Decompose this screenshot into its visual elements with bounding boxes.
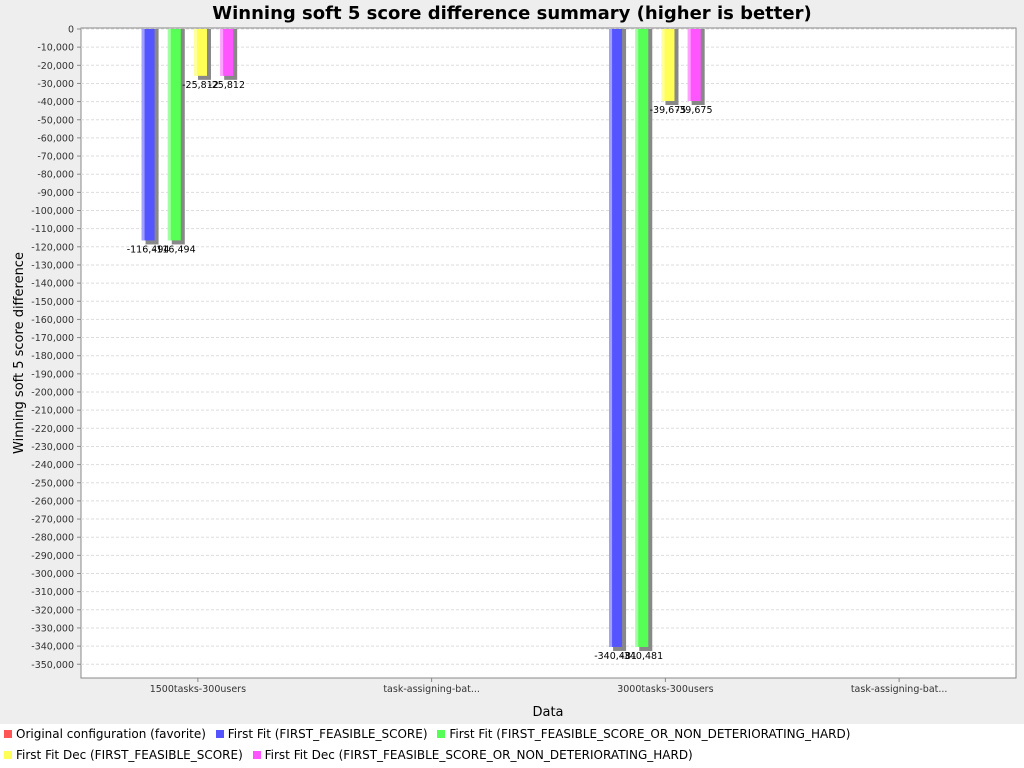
data-label: -25,812: [182, 80, 219, 91]
x-axis-label: Data: [532, 705, 563, 720]
bar-chart: Winning soft 5 score difference summary …: [12, 3, 1017, 720]
bar-highlight: [193, 29, 197, 76]
y-tick-label: -220,000: [31, 424, 74, 435]
bar: [220, 29, 234, 76]
legend-swatch: [4, 751, 12, 759]
chart-legend: Original configuration (favorite) First …: [0, 724, 1024, 768]
legend-item-first-fit-non-deteriorating: First Fit (FIRST_FEASIBLE_SCORE_OR_NON_D…: [437, 727, 850, 741]
legend-swatch: [4, 730, 12, 738]
bar: [609, 29, 623, 647]
y-tick-label: -120,000: [31, 242, 74, 253]
bar: [687, 29, 701, 102]
y-tick-label: -160,000: [31, 315, 74, 326]
y-tick-label: -350,000: [31, 660, 74, 671]
legend-item-original: Original configuration (favorite): [4, 727, 206, 741]
y-tick-label: -310,000: [31, 587, 74, 598]
y-tick-label: -190,000: [31, 369, 74, 380]
y-tick-label: -50,000: [37, 115, 74, 126]
legend-label: First Fit (FIRST_FEASIBLE_SCORE): [227, 727, 428, 741]
y-tick-label: -180,000: [31, 351, 74, 362]
bar-highlight: [609, 29, 613, 647]
x-axis: 1500tasks-300users task-assigning-bat... 3…: [150, 678, 948, 695]
x-tick-label: task-assigning-bat...: [851, 684, 948, 695]
y-axis: 0 -10,000 -20,000 -30,000 -40,000 -50,000 -60,…: [31, 25, 81, 671]
chart-title: Winning soft 5 score difference summary …: [212, 3, 811, 24]
y-tick-label: -20,000: [37, 61, 74, 72]
x-tick-label: task-assigning-bat...: [383, 684, 480, 695]
y-tick-label: -280,000: [31, 533, 74, 544]
grid-layer: [81, 28, 1016, 665]
y-tick-label: -60,000: [37, 133, 74, 144]
bar-highlight: [661, 29, 665, 102]
y-tick-label: -110,000: [31, 224, 74, 235]
y-tick-label: -320,000: [31, 605, 74, 616]
legend-label: First Fit (FIRST_FEASIBLE_SCORE_OR_NON_D…: [449, 727, 851, 741]
data-label-layer: -116,494-340,481-116,494-340,481-25,812-…: [127, 80, 713, 662]
y-tick-label: -70,000: [37, 152, 74, 163]
data-label: -39,675: [676, 105, 713, 116]
y-tick-label: -150,000: [31, 297, 74, 308]
y-tick-label: -10,000: [37, 43, 74, 54]
y-tick-label: -210,000: [31, 406, 74, 417]
bar-highlight: [220, 29, 224, 76]
y-tick-label: -330,000: [31, 623, 74, 634]
y-tick-label: -260,000: [31, 496, 74, 507]
y-tick-label: -80,000: [37, 170, 74, 181]
x-tick-label: 3000tasks-300users: [617, 684, 713, 695]
legend-swatch: [437, 730, 446, 738]
y-tick-label: -270,000: [31, 515, 74, 526]
bar-highlight: [635, 29, 639, 647]
plot-area: [80, 27, 1017, 679]
data-label: -39,675: [650, 105, 687, 116]
y-tick-label: -290,000: [31, 551, 74, 562]
legend-item-first-fit-dec-non-deteriorating: First Fit Dec (FIRST_FEASIBLE_SCORE_OR_N…: [252, 748, 693, 762]
bar-highlight: [167, 29, 171, 241]
y-axis-label: Winning soft 5 score difference: [12, 252, 27, 454]
legend-swatch: [252, 751, 261, 759]
legend-item-first-fit-dec: First Fit Dec (FIRST_FEASIBLE_SCORE): [4, 748, 243, 762]
data-label: -25,812: [208, 80, 245, 91]
bar: [193, 29, 207, 76]
bar-highlight: [687, 29, 691, 102]
y-tick-label: -90,000: [37, 188, 74, 199]
y-tick-label: -240,000: [31, 460, 74, 471]
y-tick-label: -170,000: [31, 333, 74, 344]
x-tick-label: 1500tasks-300users: [150, 684, 246, 695]
y-tick-label: -30,000: [37, 79, 74, 90]
bar: [635, 29, 649, 647]
data-label: -116,494: [153, 244, 196, 255]
y-tick-label: -40,000: [37, 97, 74, 108]
legend-row-1: Original configuration (favorite) First …: [4, 727, 856, 747]
legend-swatch: [215, 730, 224, 738]
bar: [661, 29, 675, 102]
y-tick-label: -300,000: [31, 569, 74, 580]
bar-layer: [141, 29, 705, 651]
y-tick-label: -130,000: [31, 260, 74, 271]
y-tick-label: -250,000: [31, 478, 74, 489]
y-tick-label: 0: [68, 25, 74, 36]
bar: [141, 29, 155, 241]
legend-label: First Fit Dec (FIRST_FEASIBLE_SCORE_OR_N…: [264, 748, 693, 762]
y-tick-label: -100,000: [31, 206, 74, 217]
bar-highlight: [141, 29, 145, 241]
legend-item-first-fit: First Fit (FIRST_FEASIBLE_SCORE): [215, 727, 428, 741]
legend-label: First Fit Dec (FIRST_FEASIBLE_SCORE): [16, 748, 243, 762]
bar: [167, 29, 181, 241]
y-tick-label: -230,000: [31, 442, 74, 453]
y-tick-label: -200,000: [31, 388, 74, 399]
y-tick-label: -140,000: [31, 279, 74, 290]
y-tick-label: -340,000: [31, 642, 74, 653]
legend-row-2: First Fit Dec (FIRST_FEASIBLE_SCORE) Fir…: [4, 748, 699, 768]
legend-label: Original configuration (favorite): [16, 727, 206, 741]
data-label: -340,481: [594, 651, 637, 662]
data-label: -116,494: [127, 244, 170, 255]
data-label: -340,481: [620, 651, 663, 662]
